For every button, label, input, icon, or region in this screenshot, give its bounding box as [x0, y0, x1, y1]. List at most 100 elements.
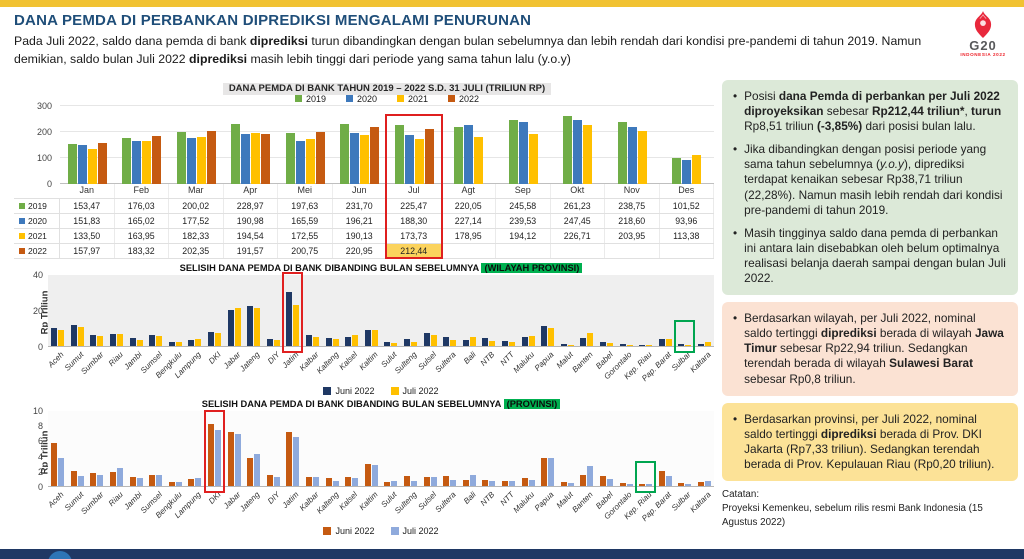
month-label: Agt	[442, 184, 496, 198]
bar	[241, 134, 251, 184]
legend-swatch	[448, 95, 456, 102]
chart1-bar-group	[660, 106, 715, 184]
chart2-selisih-wilayah-panel: Rp Triliun SELISIH DANA PEMDA DI BANK DI…	[14, 263, 714, 397]
bar	[454, 126, 464, 184]
bar	[266, 338, 273, 346]
bar-group-Kaltara	[695, 480, 715, 486]
chart1-bar-group	[333, 106, 388, 184]
table-row-header: 2021	[14, 229, 60, 243]
chart1-bar-group	[278, 106, 333, 184]
bar	[345, 476, 352, 486]
text-segment: Masih tingginya saldo dana pemda di perb…	[744, 225, 1006, 286]
table-cell: 227,14	[442, 214, 496, 228]
bar-group-Bali	[459, 474, 479, 486]
bar-group-Kaltim	[362, 463, 382, 486]
legend-label: 2019	[305, 93, 326, 104]
legend-label: Juni 2022	[335, 386, 375, 396]
bar	[626, 345, 633, 346]
bar	[215, 430, 222, 486]
bar	[560, 482, 567, 486]
text-segment: dana Pemda di perbankan per Juli 2022 di…	[744, 89, 1000, 119]
y-tick: 100	[36, 153, 52, 163]
bar	[685, 344, 692, 346]
bar	[188, 339, 195, 346]
bullet-marker: •	[733, 311, 738, 326]
table-cell: 238,75	[605, 199, 660, 213]
x-label-cell: Lampung	[173, 347, 205, 385]
bar	[548, 328, 555, 346]
bar	[682, 159, 692, 184]
table-row-header: 2022	[14, 244, 60, 258]
bar	[587, 466, 594, 486]
table-cell: 188,30	[387, 214, 442, 228]
bar-group-Kalteng	[322, 337, 342, 346]
bullet-marker: •	[733, 225, 738, 240]
bullet-item: • Berdasarkan provinsi, per Juli 2022, no…	[733, 412, 1007, 472]
table-cell: 231,70	[333, 199, 387, 213]
g20-logo-subtext: INDONESIA 2022	[960, 52, 1006, 57]
bar	[697, 482, 704, 486]
bar	[583, 125, 593, 184]
bar	[403, 476, 410, 486]
series-name: 2021	[28, 231, 47, 241]
bar-group-Banten	[577, 332, 597, 346]
x-label-cell: DKI	[205, 347, 225, 385]
legend-swatch	[19, 203, 25, 209]
bar-group-Sumbar	[87, 473, 107, 486]
bar	[404, 135, 414, 184]
commentary-box-yellow: • Berdasarkan provinsi, per Juli 2022, no…	[722, 402, 1018, 481]
bar	[293, 437, 300, 486]
text-segment: y.o.y	[879, 157, 904, 172]
bar	[364, 329, 371, 346]
bar	[573, 119, 583, 184]
month-label: Jan	[60, 184, 115, 198]
intro-paragraph: Pada Juli 2022, saldo dana pemda di bank…	[14, 34, 922, 67]
table-cell: 225,47	[387, 199, 442, 213]
table-cell: 93,96	[660, 214, 714, 228]
month-label: Mar	[169, 184, 224, 198]
bar-group-Jatim	[283, 292, 303, 346]
bar	[149, 474, 156, 486]
bullet-item: • Masih tingginya saldo dana pemda di per…	[733, 226, 1007, 286]
bar	[665, 338, 672, 346]
bar	[306, 476, 313, 486]
text-segment: diprediksi	[820, 426, 877, 441]
bar	[215, 333, 222, 346]
bar	[410, 481, 417, 486]
bar	[175, 482, 182, 486]
bar	[508, 341, 515, 346]
table-cell: 190,98	[224, 214, 278, 228]
bar-group-Bengkulu	[166, 342, 186, 346]
legend-label: 2021	[408, 93, 429, 104]
bar	[450, 479, 457, 486]
bar	[136, 339, 143, 346]
bar	[528, 336, 535, 346]
table-cell: 172,55	[278, 229, 333, 243]
legend-label: 2020	[356, 93, 377, 104]
chart1-bar-group	[60, 106, 115, 184]
bar	[273, 339, 280, 346]
bar-group-Riau	[107, 467, 127, 486]
bar-group-Sultera	[440, 476, 460, 486]
chart1-month-axis: Jan Feb Mar Apr Mei Jun Jul Agt Sep Okt Nov Des	[14, 184, 714, 198]
bar-group-NTB	[479, 337, 499, 346]
province-label: DIY	[265, 350, 282, 366]
bar	[469, 337, 476, 346]
x-label-cell: Kaltara	[688, 487, 715, 525]
bar-group-Bali	[459, 337, 479, 346]
bar	[508, 120, 518, 184]
bullet-item: • Posisi dana Pemda di perbankan per Juli…	[733, 89, 1007, 134]
bar	[469, 474, 476, 486]
chart2-plot-wrap: 0 20 40	[33, 270, 714, 353]
x-label-cell: Sultera	[433, 487, 460, 525]
chart1-title: DANA PEMDA DI BANK TAHUN 2019 – 2022 S.D…	[222, 83, 552, 95]
commentary-box-green: • Posisi dana Pemda di perbankan per Juli…	[722, 80, 1018, 296]
bar	[176, 132, 186, 184]
bar	[110, 471, 117, 486]
bullet-marker: •	[733, 142, 738, 157]
bar	[528, 133, 538, 184]
bar	[231, 124, 241, 184]
bar	[371, 464, 378, 486]
bar	[474, 137, 484, 184]
bar	[482, 479, 489, 486]
